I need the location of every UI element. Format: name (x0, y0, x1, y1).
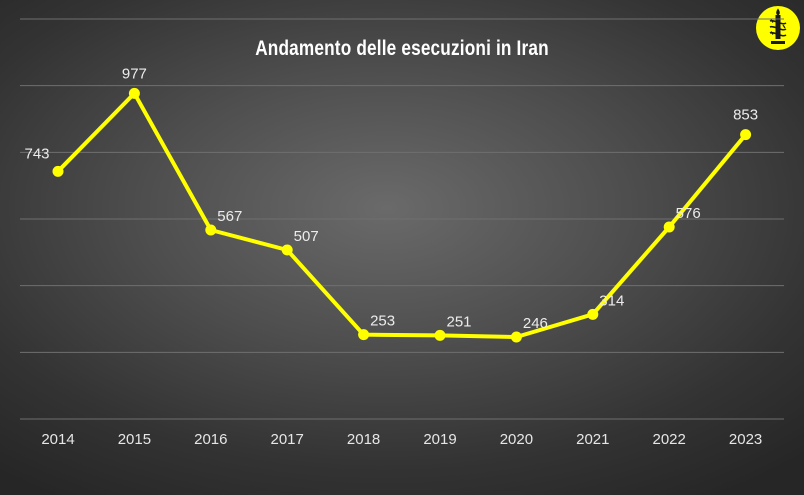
chart-title: Andamento delle esecuzioni in Iran (255, 37, 549, 60)
data-label: 567 (217, 208, 242, 225)
series-line (56, 91, 748, 339)
x-tick-label: 2017 (271, 431, 304, 448)
data-label: 743 (24, 145, 49, 162)
data-point (358, 329, 370, 341)
data-point (52, 165, 64, 177)
x-tick-label: 2015 (118, 431, 151, 448)
x-axis-ticks: 2014 2015 2016 2017 2018 2019 2020 2021 2022 2023 (41, 431, 762, 448)
data-point (587, 308, 599, 320)
data-label: 576 (676, 205, 701, 222)
x-tick-label: 2023 (729, 431, 762, 448)
data-point (434, 329, 446, 341)
x-tick-label: 2022 (653, 431, 686, 448)
x-tick-label: 2016 (194, 431, 227, 448)
data-label: 314 (599, 292, 624, 309)
data-point (510, 331, 522, 343)
x-tick-label: 2021 (576, 431, 609, 448)
gridlines (20, 18, 784, 420)
data-label: 253 (370, 313, 395, 330)
data-point (663, 221, 675, 233)
data-point (740, 129, 752, 141)
x-tick-label: 2020 (500, 431, 533, 448)
data-label: 853 (733, 107, 758, 124)
candle-logo-icon (756, 6, 800, 50)
x-tick-label: 2019 (423, 431, 456, 448)
candle-icon (769, 8, 787, 44)
series-0: 743 977 567 507 253 251 246 314 576 853 (24, 65, 758, 343)
data-label: 977 (122, 65, 147, 82)
data-label: 507 (294, 228, 319, 245)
data-label: 251 (446, 313, 471, 330)
data-point (281, 244, 293, 256)
data-point (128, 87, 140, 99)
x-tick-label: 2018 (347, 431, 380, 448)
x-tick-label: 2014 (41, 431, 74, 448)
data-point (205, 224, 217, 236)
data-label: 246 (523, 315, 548, 332)
